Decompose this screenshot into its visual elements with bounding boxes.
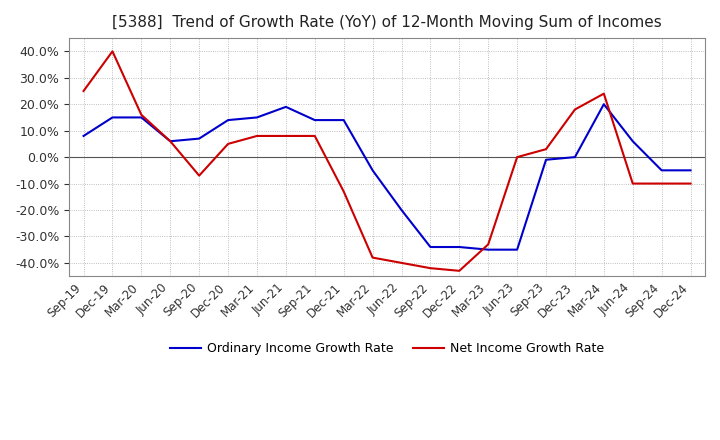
Net Income Growth Rate — [253, 133, 261, 139]
Net Income Growth Rate — [657, 181, 666, 186]
Net Income Growth Rate — [224, 141, 233, 147]
Ordinary Income Growth Rate — [686, 168, 695, 173]
Ordinary Income Growth Rate — [282, 104, 290, 110]
Ordinary Income Growth Rate — [455, 244, 464, 249]
Net Income Growth Rate — [571, 107, 580, 112]
Ordinary Income Growth Rate — [571, 154, 580, 160]
Net Income Growth Rate — [310, 133, 319, 139]
Ordinary Income Growth Rate — [600, 102, 608, 107]
Net Income Growth Rate — [629, 181, 637, 186]
Net Income Growth Rate — [541, 147, 550, 152]
Line: Ordinary Income Growth Rate: Ordinary Income Growth Rate — [84, 104, 690, 249]
Ordinary Income Growth Rate — [339, 117, 348, 123]
Net Income Growth Rate — [686, 181, 695, 186]
Ordinary Income Growth Rate — [137, 115, 145, 120]
Ordinary Income Growth Rate — [426, 244, 435, 249]
Net Income Growth Rate — [397, 260, 406, 265]
Ordinary Income Growth Rate — [108, 115, 117, 120]
Ordinary Income Growth Rate — [368, 168, 377, 173]
Net Income Growth Rate — [368, 255, 377, 260]
Ordinary Income Growth Rate — [541, 157, 550, 162]
Net Income Growth Rate — [484, 242, 492, 247]
Ordinary Income Growth Rate — [253, 115, 261, 120]
Net Income Growth Rate — [339, 189, 348, 194]
Ordinary Income Growth Rate — [310, 117, 319, 123]
Net Income Growth Rate — [195, 173, 204, 178]
Legend: Ordinary Income Growth Rate, Net Income Growth Rate: Ordinary Income Growth Rate, Net Income … — [165, 337, 609, 360]
Net Income Growth Rate — [455, 268, 464, 273]
Ordinary Income Growth Rate — [484, 247, 492, 252]
Net Income Growth Rate — [108, 49, 117, 54]
Line: Net Income Growth Rate: Net Income Growth Rate — [84, 51, 690, 271]
Ordinary Income Growth Rate — [629, 139, 637, 144]
Ordinary Income Growth Rate — [166, 139, 174, 144]
Ordinary Income Growth Rate — [657, 168, 666, 173]
Net Income Growth Rate — [166, 139, 174, 144]
Title: [5388]  Trend of Growth Rate (YoY) of 12-Month Moving Sum of Incomes: [5388] Trend of Growth Rate (YoY) of 12-… — [112, 15, 662, 30]
Net Income Growth Rate — [600, 91, 608, 96]
Ordinary Income Growth Rate — [224, 117, 233, 123]
Net Income Growth Rate — [137, 112, 145, 117]
Net Income Growth Rate — [79, 88, 88, 94]
Ordinary Income Growth Rate — [195, 136, 204, 141]
Net Income Growth Rate — [282, 133, 290, 139]
Ordinary Income Growth Rate — [397, 207, 406, 213]
Ordinary Income Growth Rate — [79, 133, 88, 139]
Net Income Growth Rate — [426, 265, 435, 271]
Ordinary Income Growth Rate — [513, 247, 521, 252]
Net Income Growth Rate — [513, 154, 521, 160]
